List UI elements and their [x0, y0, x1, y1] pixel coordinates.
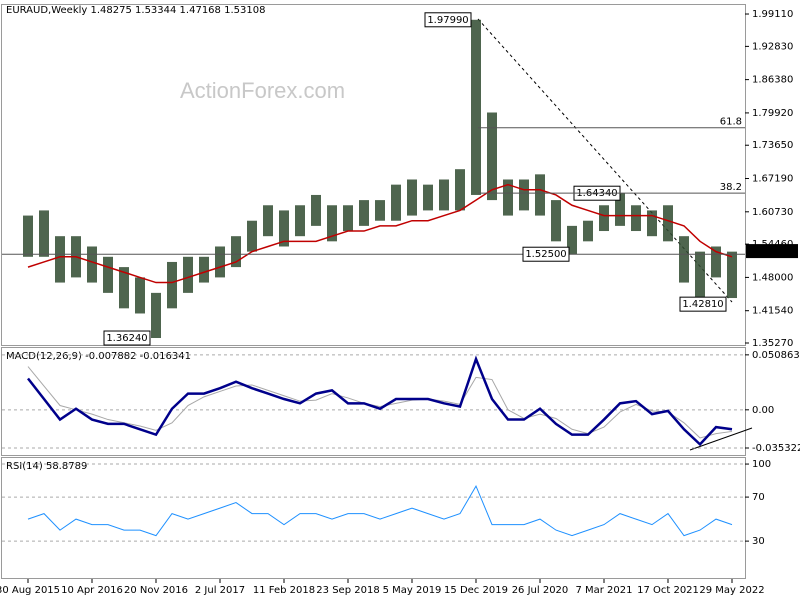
price-bar — [727, 251, 737, 299]
last-price: 1.53108 — [750, 246, 791, 257]
y-tick-label: 1.67190 — [752, 174, 793, 185]
price-bar — [551, 200, 561, 242]
y-tick-label: 1.48000 — [752, 272, 793, 283]
price-bar — [215, 246, 225, 278]
moving-average — [27, 183, 733, 284]
x-tick-label: 29 May 2022 — [699, 585, 764, 596]
price-label-box — [103, 330, 151, 346]
price-bar — [391, 184, 401, 221]
y-tick-label: 1.86380 — [752, 75, 793, 86]
price-bar — [295, 205, 305, 237]
macd-title: MACD(12,26,9) -0.007882 -0.016341 — [6, 351, 191, 362]
price-bar — [167, 261, 177, 309]
price-bar — [263, 205, 273, 237]
price-bar — [199, 256, 209, 283]
price-bar — [503, 179, 513, 216]
fib-label: 38.2 — [720, 182, 742, 193]
y-tick-label: 30 — [752, 536, 765, 547]
x-tick-label: 20 Nov 2016 — [124, 585, 188, 596]
price-bar — [423, 184, 433, 211]
price-bar — [583, 220, 593, 242]
rsi-panel — [1, 457, 746, 579]
price-bar — [487, 112, 497, 201]
price-bar — [103, 256, 113, 293]
price-bar — [55, 236, 65, 283]
signal-line — [27, 366, 733, 439]
price-bar — [327, 205, 337, 242]
price-bar — [151, 292, 161, 339]
rsi-title: RSI(14) 58.8789 — [6, 461, 87, 472]
price-bar — [471, 19, 481, 195]
y-tick-label: 100 — [752, 459, 771, 470]
x-tick-label: 17 Oct 2021 — [637, 585, 699, 596]
price-bar — [359, 200, 369, 226]
y-tick-label: 1.60730 — [752, 207, 793, 218]
price-bar — [23, 215, 33, 257]
macd-trend-line — [689, 427, 753, 451]
y-tick-label: 1.41540 — [752, 306, 793, 317]
price-bar — [519, 179, 529, 211]
x-tick-label: 11 Feb 2018 — [253, 585, 315, 596]
x-tick-label: 30 Aug 2015 — [0, 585, 60, 596]
price-bar — [679, 236, 689, 283]
price-bar — [663, 205, 673, 242]
y-tick-label: 1.92830 — [752, 41, 793, 52]
price-bar — [615, 193, 625, 226]
price-bar — [647, 210, 657, 237]
watermark: ActionForex.com — [180, 78, 345, 103]
x-tick-label: 26 Jul 2020 — [512, 585, 569, 596]
price-bar — [439, 179, 449, 211]
x-tick-label: 23 Sep 2018 — [316, 585, 379, 596]
fib-label: 61.8 — [720, 117, 742, 128]
price-label: 1.52500 — [525, 249, 566, 260]
price-title: EURAUD,Weekly 1.48275 1.53344 1.47168 1.… — [6, 5, 265, 16]
price-bar — [455, 169, 465, 211]
y-tick-label: 0.050863 — [752, 350, 800, 361]
rsi-line — [27, 484, 733, 537]
price-label: 1.97990 — [427, 15, 468, 26]
price-bar — [567, 225, 577, 255]
macd-line — [27, 355, 733, 447]
x-tick-label: 10 Apr 2016 — [61, 585, 123, 596]
x-tick-label: 7 Mar 2021 — [575, 585, 632, 596]
macd-panel — [1, 347, 746, 456]
price-bar — [87, 246, 97, 283]
price-bar — [231, 236, 241, 268]
price-bar — [279, 210, 289, 247]
y-tick-label: 70 — [752, 492, 765, 503]
price-bar — [119, 267, 129, 309]
y-tick-label: 1.73650 — [752, 140, 793, 151]
price-bar — [599, 205, 609, 232]
trend-line — [477, 18, 733, 303]
price-bar — [343, 205, 353, 232]
price-bar — [311, 194, 321, 226]
price-bar — [631, 205, 641, 232]
x-tick-label: 15 Dec 2019 — [444, 585, 508, 596]
x-tick-label: 2 Jul 2017 — [195, 585, 245, 596]
y-tick-label: 1.35270 — [752, 338, 793, 349]
last-price-box — [746, 244, 798, 259]
price-bar — [695, 251, 705, 305]
x-tick-label: 5 May 2019 — [383, 585, 442, 596]
price-label-box — [424, 12, 472, 28]
price-bar — [535, 174, 545, 216]
price-bar — [135, 277, 145, 314]
y-tick-label: 1.99110 — [752, 9, 793, 20]
price-bar — [247, 220, 257, 252]
price-label: 1.36240 — [106, 333, 147, 344]
price-bar — [407, 179, 417, 216]
price-label-box — [679, 296, 727, 312]
price-bar — [183, 256, 193, 293]
price-label: 1.42810 — [682, 299, 723, 310]
price-bar — [711, 246, 721, 278]
price-bar — [39, 210, 49, 257]
y-tick-label: -0.035322 — [752, 443, 800, 454]
price-label-box — [522, 246, 570, 262]
price-bar — [375, 200, 385, 221]
y-tick-label: 1.79920 — [752, 108, 793, 119]
price-panel — [1, 4, 746, 346]
price-label: 1.64340 — [576, 188, 617, 199]
y-tick-label: 0.00 — [752, 405, 774, 416]
